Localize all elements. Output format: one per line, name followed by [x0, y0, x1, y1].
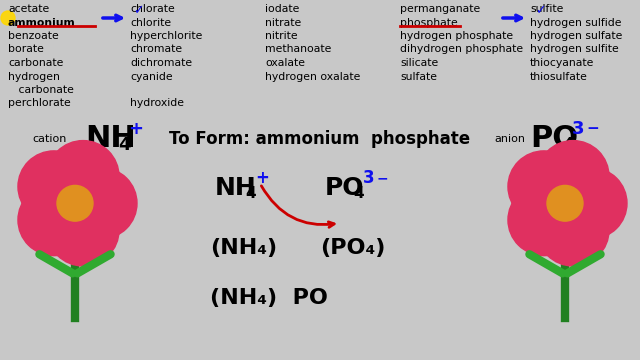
Text: nitrate: nitrate	[265, 18, 301, 27]
Circle shape	[555, 167, 627, 239]
Text: 3: 3	[572, 120, 584, 138]
Text: anion: anion	[495, 134, 525, 144]
Text: ✓: ✓	[133, 4, 143, 17]
Text: dihydrogen phosphate: dihydrogen phosphate	[400, 45, 523, 54]
Text: thiocyanate: thiocyanate	[530, 58, 595, 68]
Text: hydroxide: hydroxide	[130, 99, 184, 108]
Text: NH: NH	[85, 124, 136, 153]
Text: nitrite: nitrite	[265, 31, 298, 41]
Text: hyperchlorite: hyperchlorite	[130, 31, 202, 41]
Text: chlorite: chlorite	[130, 18, 171, 27]
Text: 4: 4	[353, 186, 364, 201]
Text: phosphate: phosphate	[400, 18, 458, 27]
Text: +: +	[255, 170, 269, 188]
Text: hydrogen: hydrogen	[8, 72, 60, 81]
Text: carbonate: carbonate	[8, 85, 74, 95]
Text: 4: 4	[118, 136, 131, 154]
Circle shape	[508, 151, 580, 222]
Text: methanoate: methanoate	[265, 45, 332, 54]
Text: 4: 4	[562, 136, 575, 154]
Circle shape	[47, 194, 119, 266]
Circle shape	[57, 185, 93, 221]
Text: hydrogen sulfate: hydrogen sulfate	[530, 31, 622, 41]
Text: iodate: iodate	[265, 4, 300, 14]
Text: cyanide: cyanide	[130, 72, 173, 81]
Circle shape	[65, 167, 137, 239]
Text: acetate: acetate	[8, 4, 49, 14]
Text: benzoate: benzoate	[8, 31, 59, 41]
Text: ✓: ✓	[535, 4, 545, 17]
Text: (NH₄): (NH₄)	[210, 238, 277, 258]
Text: sulfate: sulfate	[400, 72, 437, 81]
Circle shape	[547, 185, 583, 221]
Text: ammonium: ammonium	[8, 18, 76, 27]
Text: −: −	[377, 171, 388, 185]
Text: 3: 3	[363, 170, 374, 188]
Text: oxalate: oxalate	[265, 58, 305, 68]
Text: hydrogen sulfide: hydrogen sulfide	[530, 18, 621, 27]
Text: thiosulfate: thiosulfate	[530, 72, 588, 81]
Circle shape	[1, 11, 15, 25]
Text: (PO₄): (PO₄)	[320, 238, 385, 258]
Text: −: −	[586, 121, 599, 136]
Text: hydrogen sulfite: hydrogen sulfite	[530, 45, 619, 54]
Text: silicate: silicate	[400, 58, 438, 68]
Text: chromate: chromate	[130, 45, 182, 54]
Circle shape	[18, 184, 90, 256]
Circle shape	[18, 151, 90, 222]
Text: (NH₄)  PO: (NH₄) PO	[210, 288, 328, 307]
Text: carbonate: carbonate	[8, 58, 63, 68]
Text: To Form: ammonium  phosphate: To Form: ammonium phosphate	[170, 130, 470, 148]
Text: +: +	[128, 120, 143, 138]
Circle shape	[537, 194, 609, 266]
Circle shape	[537, 141, 609, 212]
Text: cation: cation	[33, 134, 67, 144]
Text: perchlorate: perchlorate	[8, 99, 71, 108]
Text: sulfite: sulfite	[530, 4, 563, 14]
Text: PO: PO	[530, 124, 578, 153]
Text: borate: borate	[8, 45, 44, 54]
Text: hydrogen oxalate: hydrogen oxalate	[265, 72, 360, 81]
Text: PO: PO	[325, 176, 365, 201]
Text: chlorate: chlorate	[130, 4, 175, 14]
Text: 4: 4	[245, 186, 255, 201]
Text: dichromate: dichromate	[130, 58, 192, 68]
Circle shape	[508, 184, 580, 256]
Text: NH: NH	[215, 176, 257, 201]
Text: hydrogen phosphate: hydrogen phosphate	[400, 31, 513, 41]
Text: permanganate: permanganate	[400, 4, 480, 14]
Circle shape	[47, 141, 119, 212]
